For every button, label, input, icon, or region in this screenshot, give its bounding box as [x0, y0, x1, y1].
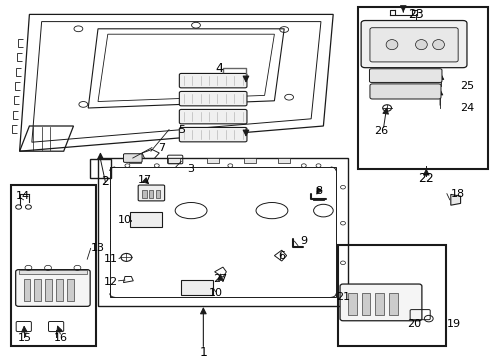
Text: 19: 19 — [447, 319, 461, 329]
Text: 8: 8 — [315, 186, 322, 196]
Bar — [24, 279, 30, 301]
Bar — [358, 7, 488, 169]
Bar — [90, 159, 111, 178]
FancyBboxPatch shape — [369, 69, 442, 82]
Bar — [389, 293, 398, 315]
Text: 4: 4 — [216, 62, 223, 75]
Text: 17: 17 — [138, 175, 151, 185]
Bar — [207, 158, 219, 163]
FancyBboxPatch shape — [361, 21, 467, 68]
Text: 10: 10 — [118, 215, 132, 225]
Text: 9: 9 — [300, 236, 307, 246]
Bar — [34, 279, 41, 301]
Bar — [45, 279, 52, 301]
Bar — [129, 158, 141, 163]
FancyBboxPatch shape — [179, 127, 247, 142]
Text: 24: 24 — [461, 103, 475, 113]
FancyBboxPatch shape — [179, 91, 247, 106]
Text: 1: 1 — [199, 346, 207, 359]
Text: 5: 5 — [178, 125, 185, 135]
Text: 14: 14 — [16, 191, 30, 201]
Text: 20: 20 — [407, 319, 421, 329]
FancyBboxPatch shape — [138, 185, 165, 201]
FancyBboxPatch shape — [370, 84, 441, 99]
FancyBboxPatch shape — [179, 73, 247, 88]
Text: 18: 18 — [451, 189, 465, 199]
Bar — [11, 185, 96, 346]
Text: 3: 3 — [188, 164, 195, 174]
Text: 12: 12 — [103, 276, 118, 287]
Ellipse shape — [386, 40, 398, 50]
Bar — [56, 279, 63, 301]
Text: 25: 25 — [461, 81, 475, 91]
Bar — [362, 293, 370, 315]
Bar — [19, 270, 87, 274]
FancyBboxPatch shape — [16, 270, 90, 306]
Text: 13: 13 — [91, 243, 105, 253]
Bar — [338, 245, 446, 346]
Bar — [142, 190, 147, 198]
Bar — [168, 158, 180, 163]
Bar — [278, 158, 290, 163]
Text: 22: 22 — [418, 172, 434, 185]
Polygon shape — [451, 194, 461, 205]
Bar — [149, 190, 153, 198]
Text: 21: 21 — [336, 292, 350, 302]
Text: 11: 11 — [103, 254, 118, 264]
Text: 2: 2 — [101, 175, 109, 188]
FancyBboxPatch shape — [179, 109, 247, 124]
FancyBboxPatch shape — [340, 284, 422, 321]
Text: 6: 6 — [278, 251, 285, 261]
Bar — [130, 212, 162, 227]
Bar — [181, 280, 213, 295]
FancyBboxPatch shape — [123, 154, 142, 162]
Text: 7: 7 — [158, 143, 165, 153]
Text: 15: 15 — [18, 333, 31, 343]
Bar — [67, 279, 74, 301]
Ellipse shape — [416, 40, 427, 50]
Text: 10: 10 — [209, 288, 222, 298]
Bar — [156, 190, 160, 198]
Text: 16: 16 — [54, 333, 68, 343]
Ellipse shape — [433, 40, 444, 50]
Bar — [348, 293, 357, 315]
FancyBboxPatch shape — [370, 28, 458, 62]
Bar — [375, 293, 384, 315]
Text: 26: 26 — [374, 126, 388, 136]
Text: 27: 27 — [213, 274, 228, 284]
Text: 23: 23 — [408, 8, 423, 21]
Bar — [244, 158, 256, 163]
